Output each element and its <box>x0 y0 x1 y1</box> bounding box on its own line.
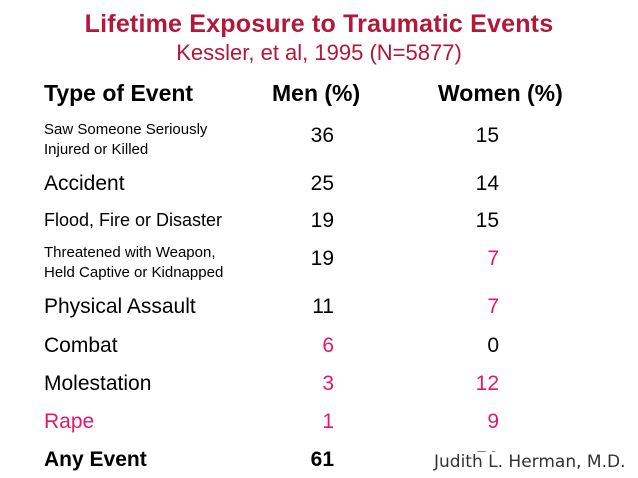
men-value: 19 <box>310 209 334 232</box>
event-label-line: Held Captive or Kidnapped <box>44 264 224 281</box>
women-value: 0 <box>487 334 499 357</box>
event-label: Molestation <box>44 372 152 395</box>
event-label: Any Event <box>44 448 147 471</box>
header-women: Women (%) <box>438 80 563 106</box>
women-value: 15 <box>475 209 499 232</box>
slide-title: Lifetime Exposure to Traumatic Events <box>84 10 554 38</box>
header-type-of-event: Type of Event <box>44 80 194 106</box>
women-value: 7 <box>487 295 499 318</box>
women-value: 7 <box>487 247 499 270</box>
event-label-line: Injured or Killed <box>44 141 149 158</box>
event-label: Combat <box>44 334 118 357</box>
author-signature: Judith L. Herman, M.D. <box>432 452 628 472</box>
women-value: 9 <box>487 410 499 433</box>
event-label-line: Threatened with Weapon, <box>44 244 216 261</box>
men-value: 19 <box>310 247 334 270</box>
header-men: Men (%) <box>272 80 361 106</box>
men-value: 3 <box>322 372 334 395</box>
men-value: 6 <box>322 334 334 357</box>
event-label: Saw Someone Seriously Injured or Killed <box>44 120 207 160</box>
event-label: Accident <box>44 172 125 195</box>
men-value: 1 <box>322 410 334 433</box>
women-value: 15 <box>475 124 499 147</box>
event-label: Rape <box>44 410 95 433</box>
women-value: 12 <box>475 372 499 395</box>
men-value: 25 <box>310 172 334 195</box>
men-value: 11 <box>312 295 334 318</box>
slide-subtitle: Kessler, et al, 1995 (N=5877) <box>176 40 462 65</box>
men-value: 36 <box>310 124 334 147</box>
event-label: Threatened with Weapon, Held Captive or … <box>44 243 223 283</box>
event-label: Physical Assault <box>44 295 196 318</box>
event-label: Flood, Fire or Disaster <box>44 210 223 230</box>
men-value: 61 <box>310 448 334 471</box>
women-value: 14 <box>475 172 499 195</box>
event-label-line: Saw Someone Seriously <box>44 121 208 138</box>
